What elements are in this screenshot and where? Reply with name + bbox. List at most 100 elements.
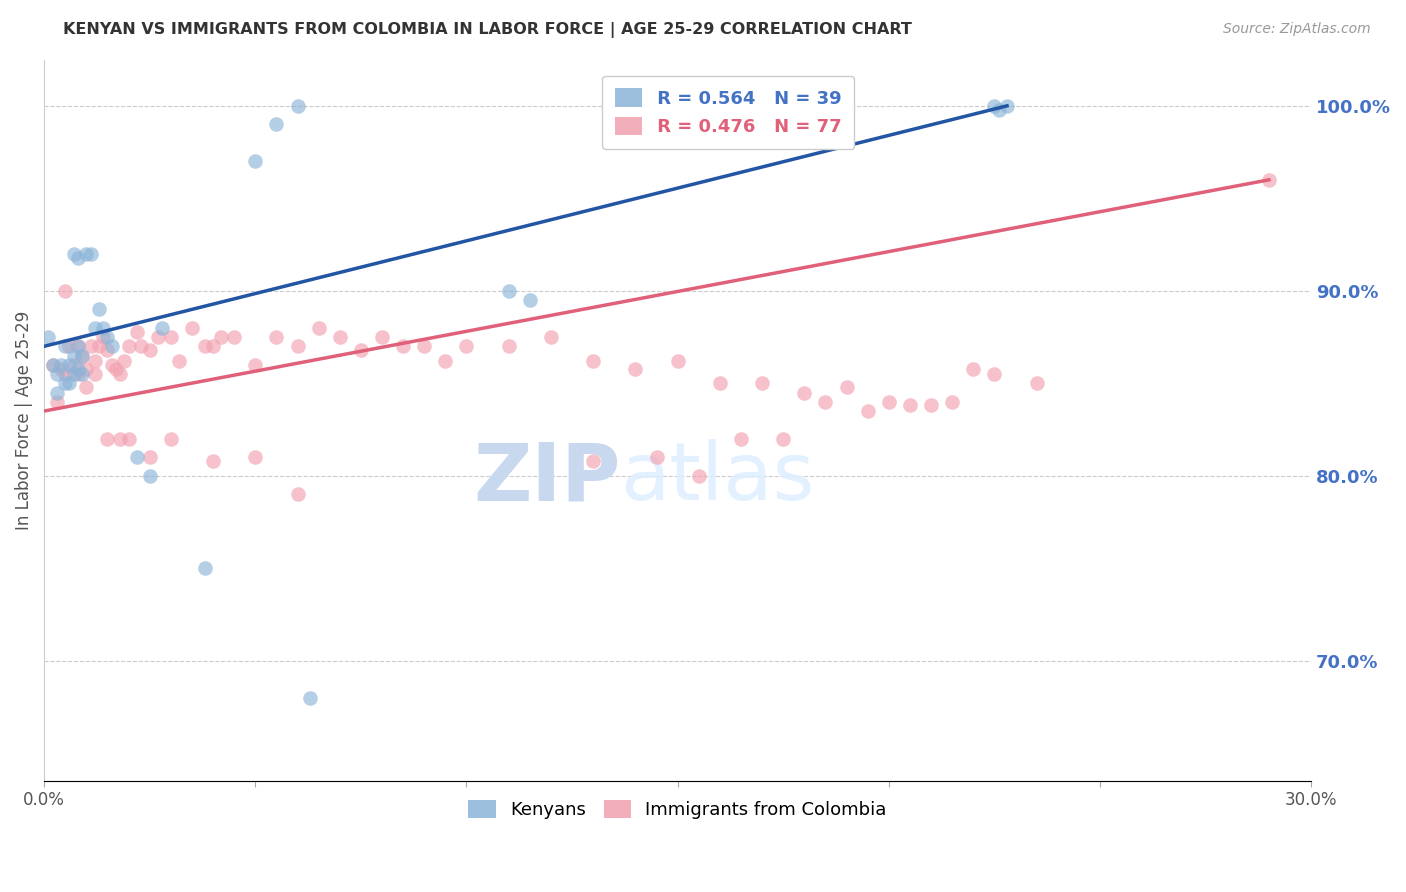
Point <box>70 349 93 363</box>
Point <box>582 454 605 468</box>
Point <box>37 330 59 344</box>
Point <box>49 358 72 372</box>
Point <box>167 354 190 368</box>
Point <box>730 432 752 446</box>
Point <box>877 394 900 409</box>
Point <box>75 361 97 376</box>
Point <box>434 354 457 368</box>
Legend: Kenyans, Immigrants from Colombia: Kenyans, Immigrants from Colombia <box>461 792 894 826</box>
Point <box>138 343 160 357</box>
Point <box>117 432 139 446</box>
Point <box>456 339 478 353</box>
Point <box>181 321 204 335</box>
Point <box>70 367 93 381</box>
Point <box>709 376 731 391</box>
Point <box>835 380 858 394</box>
Point <box>41 358 63 372</box>
Point <box>91 330 114 344</box>
Point <box>793 385 815 400</box>
Point <box>898 399 921 413</box>
Point <box>987 103 1010 117</box>
Point <box>983 367 1005 381</box>
Point <box>138 450 160 465</box>
Point <box>688 468 710 483</box>
Point <box>1257 173 1279 187</box>
Point <box>91 321 114 335</box>
Point <box>920 399 942 413</box>
Point <box>498 284 520 298</box>
Point <box>371 330 394 344</box>
Point <box>308 321 330 335</box>
Point <box>66 367 89 381</box>
Point <box>772 432 794 446</box>
Point <box>53 367 76 381</box>
Point <box>519 293 541 307</box>
Point <box>287 339 309 353</box>
Point <box>624 361 647 376</box>
Point <box>100 358 122 372</box>
Point <box>41 358 63 372</box>
Point <box>941 394 963 409</box>
Point <box>112 354 135 368</box>
Point <box>814 394 837 409</box>
Point <box>104 361 127 376</box>
Point <box>266 117 288 131</box>
Point <box>83 321 105 335</box>
Point <box>45 385 67 400</box>
Point <box>856 404 879 418</box>
Point <box>245 154 267 169</box>
Point <box>62 247 84 261</box>
Point <box>751 376 773 391</box>
Point <box>299 690 322 705</box>
Point <box>540 330 562 344</box>
Point <box>392 339 415 353</box>
Point <box>350 343 373 357</box>
Text: ZIP: ZIP <box>474 439 620 517</box>
Point <box>202 339 225 353</box>
Point <box>818 99 841 113</box>
Point <box>53 376 76 391</box>
Point <box>70 349 93 363</box>
Point <box>983 99 1005 113</box>
Point <box>245 358 267 372</box>
Point <box>96 432 118 446</box>
Point <box>413 339 436 353</box>
Point <box>194 339 217 353</box>
Point <box>835 108 858 122</box>
Point <box>83 367 105 381</box>
Point <box>96 343 118 357</box>
Point <box>245 450 267 465</box>
Y-axis label: In Labor Force | Age 25-29: In Labor Force | Age 25-29 <box>15 310 32 530</box>
Point <box>58 339 80 353</box>
Point <box>49 361 72 376</box>
Point <box>962 361 984 376</box>
Point <box>666 354 689 368</box>
Point <box>66 339 89 353</box>
Point <box>45 394 67 409</box>
Point <box>100 339 122 353</box>
Point <box>87 302 110 317</box>
Point <box>329 330 352 344</box>
Point <box>498 339 520 353</box>
Point <box>224 330 246 344</box>
Point <box>1025 376 1047 391</box>
Point <box>266 330 288 344</box>
Point <box>83 354 105 368</box>
Point <box>117 339 139 353</box>
Point <box>138 468 160 483</box>
Point <box>79 339 101 353</box>
Point <box>582 354 605 368</box>
Text: Source: ZipAtlas.com: Source: ZipAtlas.com <box>1223 22 1371 37</box>
Point <box>58 358 80 372</box>
Point <box>159 432 181 446</box>
Point <box>202 454 225 468</box>
Point <box>45 367 67 381</box>
Point <box>53 339 76 353</box>
Point <box>159 330 181 344</box>
Point <box>146 330 169 344</box>
Point <box>62 367 84 381</box>
Point <box>75 380 97 394</box>
Point <box>75 247 97 261</box>
Point <box>150 321 173 335</box>
Point <box>125 325 148 339</box>
